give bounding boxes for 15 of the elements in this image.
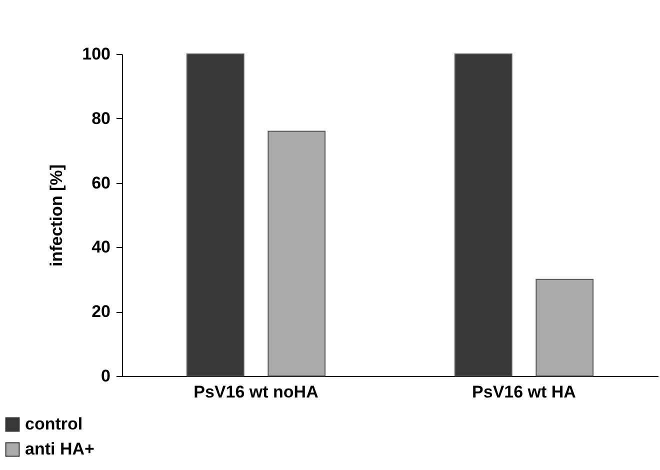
legend-label: anti HA+ xyxy=(25,440,94,458)
y-tick-label: 0 xyxy=(101,366,110,386)
bar xyxy=(454,54,512,376)
y-tick-label: 100 xyxy=(82,44,110,64)
bar xyxy=(186,54,244,376)
legend-label: control xyxy=(25,414,83,434)
x-tick-label: PsV16 wt noHA xyxy=(194,382,318,402)
bar xyxy=(268,130,326,376)
y-tick-label: 20 xyxy=(92,302,110,322)
y-tick-label: 80 xyxy=(92,108,110,128)
y-tick-label: 60 xyxy=(92,173,110,192)
y-tick-label: 40 xyxy=(92,238,110,257)
y-axis-title: infection [%] xyxy=(47,164,66,266)
bar xyxy=(536,278,594,376)
x-tick-label: PsV16 wt HA xyxy=(472,382,576,402)
